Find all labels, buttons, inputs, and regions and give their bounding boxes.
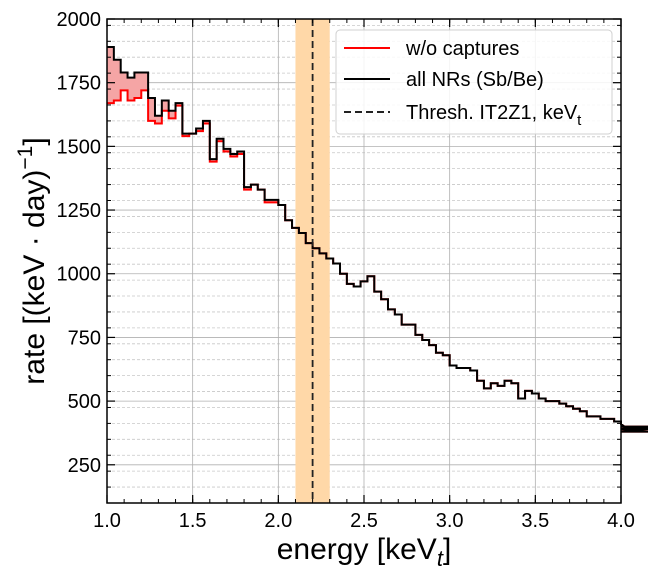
axis-ticks: 250 500 750 1000 1250 1500 1750 2000 1.0 1.5 2.0 2.… bbox=[57, 9, 635, 532]
series-lines bbox=[107, 46, 648, 433]
legend-label-all-nrs: all NRs (Sb/Be) bbox=[406, 69, 544, 91]
x-tick-label: 1.0 bbox=[93, 510, 121, 532]
y-axis-title: rate [(keV · day)−1] bbox=[14, 137, 51, 384]
y-tick-label: 2000 bbox=[57, 9, 102, 31]
x-tick-label: 2.0 bbox=[264, 510, 292, 532]
legend: w/o captures all NRs (Sb/Be) Thresh. IT2… bbox=[335, 29, 613, 135]
legend-label-wo-captures: w/o captures bbox=[405, 38, 519, 60]
y-tick-label: 1000 bbox=[57, 264, 102, 286]
legend-label-threshold: Thresh. IT2Z1, keVt bbox=[406, 102, 582, 129]
y-tick-label: 1500 bbox=[57, 136, 102, 158]
series-line-all-nrs bbox=[107, 46, 648, 433]
y-tick-label: 1250 bbox=[57, 200, 102, 222]
x-tick-label: 3.0 bbox=[436, 510, 464, 532]
series-line-wo-captures bbox=[107, 89, 648, 433]
y-tick-label: 1750 bbox=[57, 73, 102, 95]
x-axis-title: energy [keVt] bbox=[277, 533, 452, 571]
y-tick-label: 750 bbox=[68, 327, 101, 349]
y-tick-label: 250 bbox=[68, 455, 101, 477]
legend-box bbox=[335, 29, 613, 135]
x-tick-label: 1.5 bbox=[179, 510, 207, 532]
grid bbox=[106, 18, 622, 504]
y-tick-label: 500 bbox=[68, 391, 101, 413]
x-tick-label: 3.5 bbox=[521, 510, 549, 532]
x-tick-label: 2.5 bbox=[350, 510, 378, 532]
x-tick-label: 4.0 bbox=[607, 510, 635, 532]
